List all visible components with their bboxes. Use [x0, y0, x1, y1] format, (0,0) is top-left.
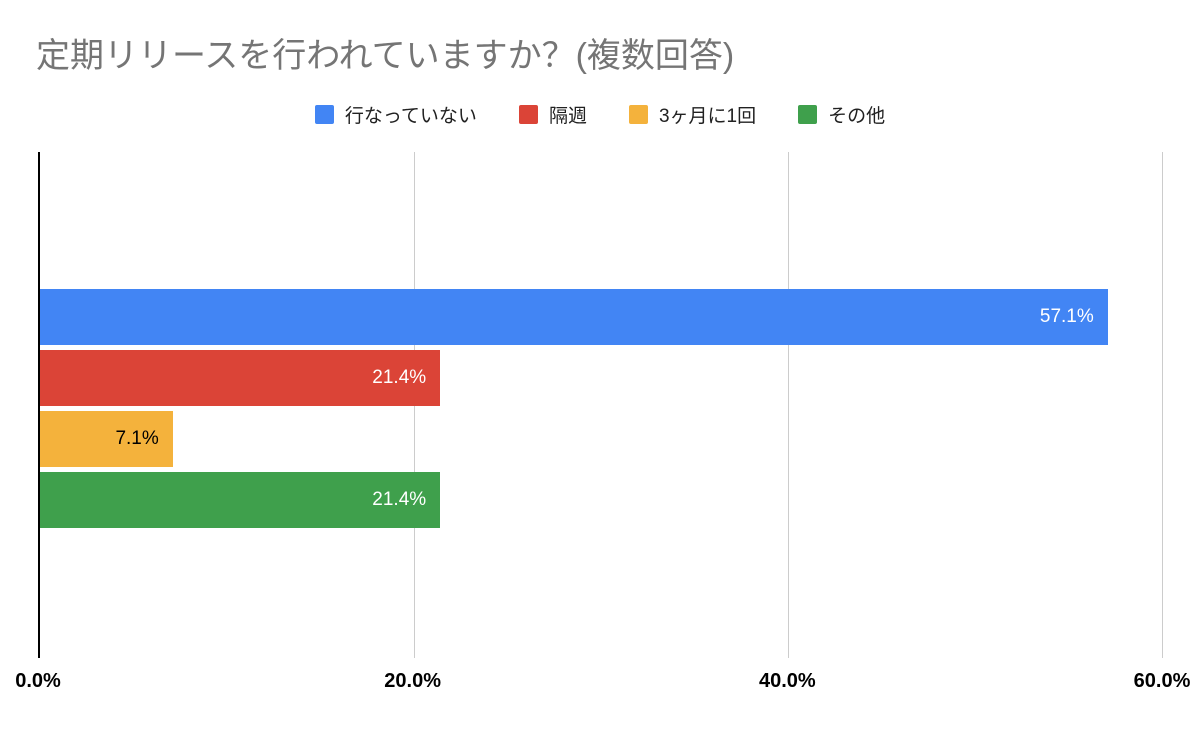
legend-item-1: 隔週 — [518, 101, 587, 128]
series-bar-1: 21.4% — [40, 350, 441, 406]
legend-label: 3ヶ月に1回 — [658, 106, 757, 127]
legend-label: 行なっていない — [344, 106, 477, 127]
legend-label: 隔週 — [548, 106, 587, 127]
legend-swatch-icon — [628, 105, 648, 124]
legend-label: その他 — [828, 106, 886, 127]
x-tick-label: 60.0% — [1133, 670, 1191, 692]
x-tick-label: 40.0% — [758, 670, 816, 692]
legend: 行なっていない 隔週 3ヶ月に1回 その他 — [0, 101, 1200, 128]
legend-item-0: 行なっていない — [314, 101, 477, 128]
gridline — [788, 152, 789, 658]
bar-value-label: 7.1% — [115, 428, 159, 449]
series-bar-3: 21.4% — [40, 472, 441, 528]
x-tick-label: 20.0% — [384, 670, 442, 692]
series-bar-0: 57.1% — [40, 289, 1108, 345]
legend-item-3: その他 — [798, 101, 885, 128]
legend-swatch-icon — [314, 105, 334, 124]
x-axis-ticks: 0.0% 20.0% 40.0% 60.0% — [15, 670, 1190, 700]
bar-value-label: 57.1% — [1039, 306, 1094, 327]
series-bar-2: 7.1% — [40, 411, 173, 467]
bar-value-label: 21.4% — [372, 489, 427, 510]
bar-group: 57.1% 21.4% 7.1% 21.4% — [40, 289, 1162, 528]
gridline — [1162, 152, 1163, 658]
legend-item-2: 3ヶ月に1回 — [628, 101, 757, 128]
x-tick-label: 0.0% — [15, 670, 61, 692]
legend-swatch-icon — [798, 105, 818, 124]
bar-value-label: 21.4% — [372, 367, 427, 388]
plot-area: 57.1% 21.4% 7.1% 21.4% — [38, 152, 1163, 658]
chart-title: 定期リリースを行われていますか？(複数回答) — [36, 37, 735, 75]
legend-swatch-icon — [518, 105, 538, 124]
